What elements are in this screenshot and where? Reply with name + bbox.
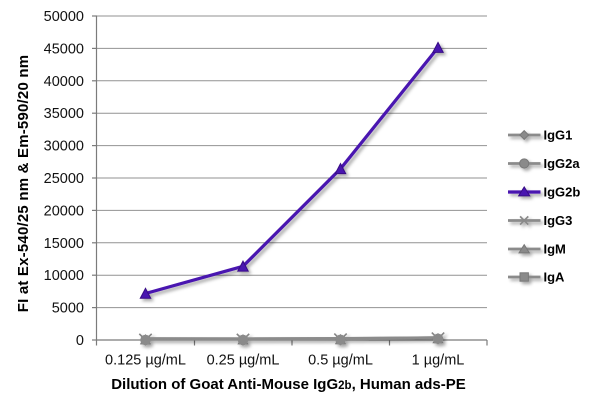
- svg-text:0.25 µg/mL: 0.25 µg/mL: [207, 353, 280, 369]
- svg-text:35000: 35000: [44, 106, 84, 122]
- svg-text:0.5 µg/mL: 0.5 µg/mL: [308, 353, 373, 369]
- svg-text:15000: 15000: [44, 236, 84, 252]
- svg-text:IgM: IgM: [544, 242, 566, 257]
- svg-text:IgG2b: IgG2b: [544, 185, 581, 200]
- svg-text:IgA: IgA: [544, 270, 566, 285]
- svg-text:FI at Ex-540/25 nm & Em-590/20: FI at Ex-540/25 nm & Em-590/20 nm: [15, 55, 32, 313]
- svg-text:IgG1: IgG1: [544, 128, 573, 143]
- svg-text:0: 0: [76, 333, 84, 349]
- svg-text:50000: 50000: [44, 9, 84, 25]
- svg-text:5000: 5000: [52, 301, 84, 317]
- svg-text:IgG2a: IgG2a: [544, 156, 581, 171]
- svg-text:0.125 µg/mL: 0.125 µg/mL: [105, 353, 186, 369]
- svg-text:Dilution of Goat Anti-Mouse Ig: Dilution of Goat Anti-Mouse IgG2b, Human…: [111, 376, 466, 393]
- svg-text:IgG3: IgG3: [544, 213, 573, 228]
- svg-text:40000: 40000: [44, 74, 84, 90]
- svg-text:20000: 20000: [44, 203, 84, 219]
- svg-text:30000: 30000: [44, 139, 84, 155]
- svg-text:45000: 45000: [44, 41, 84, 57]
- svg-text:1 µg/mL: 1 µg/mL: [412, 353, 465, 369]
- svg-text:25000: 25000: [44, 171, 84, 187]
- svg-text:10000: 10000: [44, 268, 84, 284]
